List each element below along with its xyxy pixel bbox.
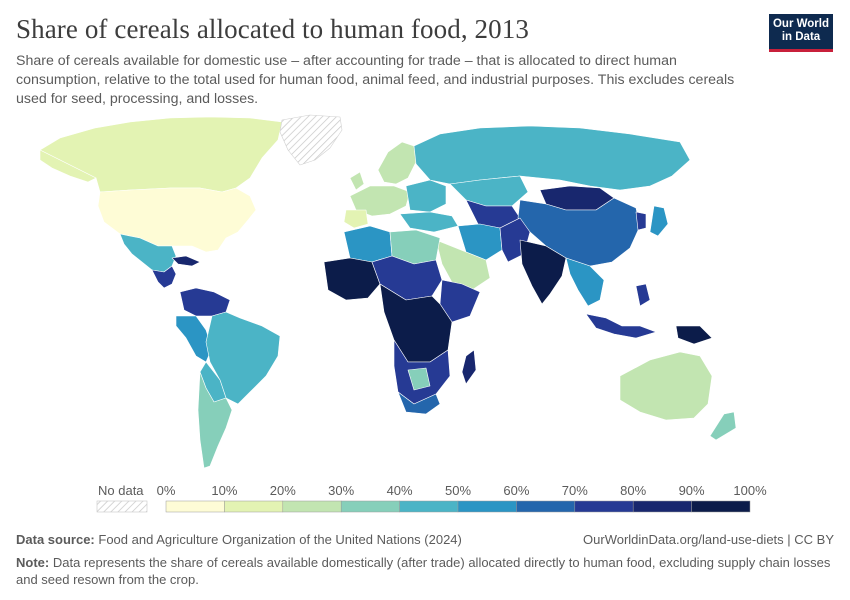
owid-logo[interactable]: Our World in Data [769, 14, 833, 52]
legend-tick-label: 40% [387, 483, 413, 498]
note-text: Data represents the share of cereals ava… [16, 555, 831, 587]
region-india[interactable] [519, 239, 567, 305]
region-china[interactable] [517, 197, 641, 267]
region-indonesia[interactable] [585, 313, 657, 339]
region-arabia[interactable] [435, 239, 491, 291]
chart-subtitle: Share of cereals available for domestic … [16, 53, 735, 107]
legend-swatch [224, 500, 284, 513]
region-colombia-venezuela[interactable] [179, 287, 231, 317]
legend-no-data-swatch [96, 500, 148, 513]
legend-tick-label: 90% [679, 483, 705, 498]
legend-no-data-label: No data [98, 483, 144, 498]
region-central-america[interactable] [151, 265, 177, 289]
region-caribbean[interactable] [171, 255, 201, 267]
region-botswana[interactable] [407, 367, 431, 391]
legend-swatch [632, 500, 692, 513]
source-text: Food and Agriculture Organization of the… [98, 532, 462, 547]
region-greenland[interactable] [279, 114, 343, 166]
legend-swatch [691, 500, 751, 513]
region-usa[interactable] [97, 187, 257, 253]
region-north-africa-west[interactable] [343, 225, 393, 263]
region-sahel-west[interactable] [323, 257, 381, 301]
region-philippines[interactable] [635, 283, 651, 307]
legend-tick-label: 30% [328, 483, 354, 498]
source-label: Data source: [16, 532, 95, 547]
region-alaska[interactable] [39, 149, 97, 183]
region-balkans-turkey[interactable] [399, 211, 459, 233]
legend-tick-label: 70% [562, 483, 588, 498]
logo-line-2: in Data [781, 31, 821, 43]
region-australia[interactable] [619, 351, 713, 421]
region-southeast-asia[interactable] [565, 257, 605, 307]
region-brazil[interactable] [205, 311, 281, 405]
region-papua-new-guinea[interactable] [675, 325, 713, 345]
region-argentina-chile[interactable] [197, 371, 233, 469]
legend-swatch [340, 500, 400, 513]
region-new-zealand[interactable] [709, 411, 737, 441]
region-madagascar[interactable] [461, 349, 477, 385]
legend-swatch [457, 500, 517, 513]
note-label: Note: [16, 555, 50, 570]
legend-tick-label: 80% [620, 483, 646, 498]
credit-link[interactable]: OurWorldinData.org/land-use-diets | CC B… [583, 532, 834, 547]
legend-tick-label: 20% [270, 483, 296, 498]
legend-swatch [516, 500, 576, 513]
legend-tick-label: 0% [157, 483, 176, 498]
region-korea[interactable] [635, 211, 647, 231]
legend-tick-label: 100% [733, 483, 767, 498]
legend-tick-label: 10% [211, 483, 237, 498]
note-line: Note: Data represents the share of cerea… [16, 554, 834, 588]
legend-swatch [282, 500, 342, 513]
region-iberia[interactable] [343, 209, 369, 229]
logo-line-1: Our World [772, 18, 829, 30]
region-south-africa[interactable] [397, 391, 441, 415]
data-source-line: Data source: Food and Agriculture Organi… [16, 532, 834, 547]
chart-title: Share of cereals allocated to human food… [16, 14, 529, 44]
legend-swatch [574, 500, 634, 513]
legend-swatch [165, 500, 225, 513]
world-map[interactable] [0, 112, 850, 482]
region-scandinavia[interactable] [377, 141, 417, 185]
legend-tick-labels: 0% 10% 20% 30% 40% 50% 60% 70% 80% 90% 100% [157, 483, 767, 498]
region-eastern-europe[interactable] [405, 179, 447, 213]
region-japan[interactable] [649, 205, 669, 237]
region-uk-ireland[interactable] [349, 171, 365, 191]
legend-swatch [399, 500, 459, 513]
region-russia[interactable] [413, 125, 691, 191]
legend-color-scale [165, 500, 751, 513]
region-canada[interactable] [39, 116, 283, 193]
legend-tick-label: 50% [445, 483, 471, 498]
map-legend: 0% 10% 20% 30% 40% 50% 60% 70% 80% 90% 100% No dat… [96, 483, 767, 513]
legend-tick-label: 60% [503, 483, 529, 498]
